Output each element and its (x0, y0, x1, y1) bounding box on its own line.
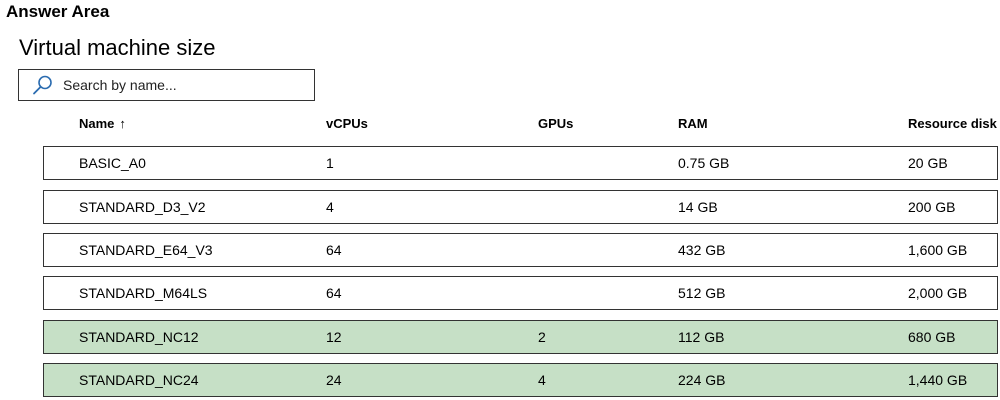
cell-resource-disk: 680 GB (908, 329, 956, 345)
search-icon (31, 74, 55, 96)
column-header-vcpus[interactable]: vCPUs (326, 116, 368, 131)
cell-name: STANDARD_E64_V3 (79, 242, 213, 258)
cell-name: STANDARD_D3_V2 (79, 199, 206, 215)
cell-vcpus: 64 (326, 242, 342, 258)
table-row[interactable]: BASIC_A0 1 0.75 GB 20 GB (43, 146, 998, 180)
cell-resource-disk: 1,440 GB (908, 372, 968, 388)
search-input[interactable] (63, 77, 303, 93)
cell-ram: 14 GB (678, 199, 718, 215)
table-row[interactable]: STANDARD_M64LS 64 512 GB 2,000 GB (43, 276, 998, 310)
column-header-name-label: Name (79, 116, 115, 131)
cell-ram: 224 GB (678, 372, 726, 388)
cell-vcpus: 4 (326, 199, 334, 215)
cell-name: STANDARD_M64LS (79, 285, 208, 301)
column-header-ram[interactable]: RAM (678, 116, 708, 131)
cell-vcpus: 64 (326, 285, 342, 301)
table-row[interactable]: STANDARD_E64_V3 64 432 GB 1,600 GB (43, 233, 998, 267)
cell-resource-disk: 2,000 GB (908, 285, 968, 301)
sort-ascending-icon: ↑ (119, 116, 126, 131)
cell-ram: 512 GB (678, 285, 726, 301)
cell-resource-disk: 200 GB (908, 199, 956, 215)
table-row[interactable]: STANDARD_NC12 12 2 112 GB 680 GB (43, 320, 998, 354)
page-title: Virtual machine size (19, 35, 216, 60)
column-header-gpus[interactable]: GPUs (538, 116, 574, 131)
column-header-name[interactable]: Name ↑ (79, 114, 126, 134)
cell-name: STANDARD_NC12 (79, 329, 199, 345)
search-box[interactable] (18, 69, 315, 101)
answer-area-label: Answer Area (6, 2, 110, 21)
cell-vcpus: 24 (326, 372, 342, 388)
cell-resource-disk: 20 GB (908, 155, 948, 171)
cell-vcpus: 1 (326, 155, 334, 171)
cell-ram: 112 GB (678, 329, 725, 345)
table-row[interactable]: STANDARD_NC24 24 4 224 GB 1,440 GB (43, 363, 998, 397)
cell-ram: 0.75 GB (678, 155, 730, 171)
column-header-resource-disk[interactable]: Resource disk (908, 116, 997, 131)
cell-name: STANDARD_NC24 (79, 372, 199, 388)
cell-gpus: 4 (538, 372, 546, 388)
cell-vcpus: 12 (326, 329, 342, 345)
table-header: Name ↑ vCPUs GPUs RAM Resource disk (43, 114, 998, 134)
cell-gpus: 2 (538, 329, 546, 345)
cell-resource-disk: 1,600 GB (908, 242, 968, 258)
cell-ram: 432 GB (678, 242, 726, 258)
table-row[interactable]: STANDARD_D3_V2 4 14 GB 200 GB (43, 190, 998, 224)
cell-name: BASIC_A0 (79, 155, 146, 171)
